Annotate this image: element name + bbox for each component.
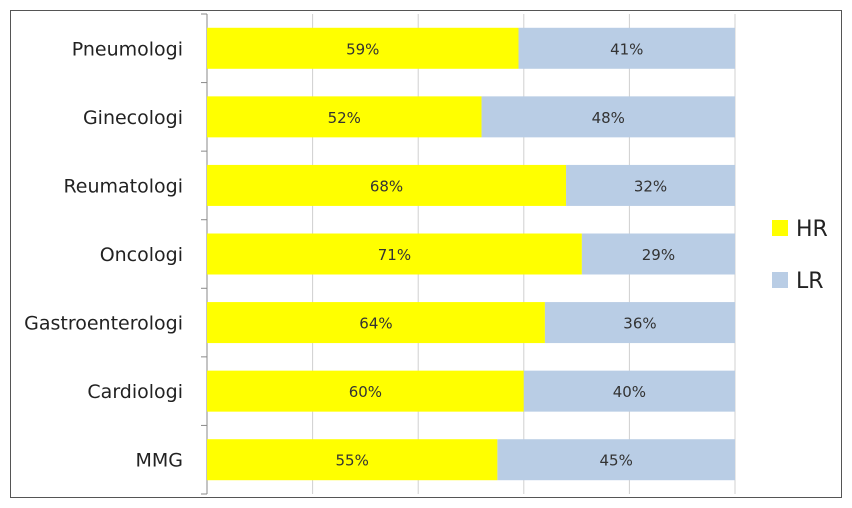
bar-hr-cardiologi [207, 370, 524, 412]
bar-lr-mmg [497, 439, 735, 481]
bar-lr-gastroenterologi [544, 302, 735, 344]
data-label-hr: 59% [346, 40, 379, 58]
data-label-lr: 36% [623, 315, 656, 333]
data-label-lr: 40% [613, 383, 646, 401]
data-label-lr: 29% [642, 246, 675, 264]
legend-label-hr: HR [796, 217, 828, 242]
bar-lr-pneumologi [518, 27, 735, 69]
data-label-hr: 68% [370, 177, 403, 195]
bar-lr-oncologi [581, 233, 735, 275]
category-label: Ginecologi [83, 107, 183, 129]
category-label: Cardiologi [87, 381, 183, 403]
data-label-hr: 64% [359, 315, 392, 333]
data-label-hr: 60% [349, 383, 382, 401]
data-label-lr: 48% [592, 109, 625, 127]
category-label: MMG [135, 450, 183, 472]
bar-hr-mmg [207, 439, 498, 481]
data-label-lr: 32% [634, 177, 667, 195]
data-label-lr: 45% [600, 452, 633, 470]
data-label-hr: 52% [328, 109, 361, 127]
bar-hr-oncologi [207, 233, 582, 275]
bar-hr-reumatologi [207, 164, 567, 206]
bar-lr-cardiologi [523, 370, 735, 412]
legend-swatch-hr [772, 220, 788, 236]
category-label: Pneumologi [72, 38, 183, 60]
category-label: Gastroenterologi [24, 313, 183, 335]
bar-lr-ginecologi [481, 96, 735, 138]
legend-label-lr: LR [796, 269, 824, 294]
bar-hr-gastroenterologi [207, 302, 545, 344]
bar-lr-reumatologi [566, 164, 735, 206]
bar-hr-ginecologi [207, 96, 482, 138]
legend-swatch-lr [772, 272, 788, 288]
category-label: Reumatologi [63, 175, 183, 197]
category-label: Oncologi [100, 244, 183, 266]
data-label-hr: 71% [378, 246, 411, 264]
data-label-hr: 55% [336, 452, 369, 470]
bar-hr-pneumologi [207, 27, 519, 69]
data-label-lr: 41% [610, 40, 643, 58]
